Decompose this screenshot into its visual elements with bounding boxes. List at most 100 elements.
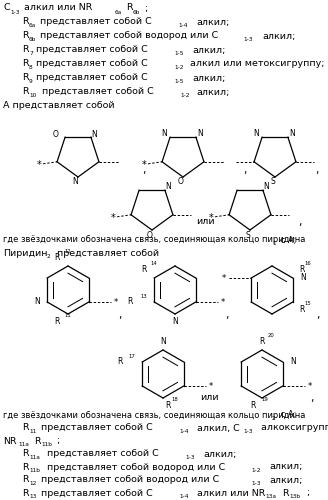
Text: алкил;: алкил; xyxy=(262,32,296,40)
Text: ,: , xyxy=(310,393,314,403)
Text: или: или xyxy=(200,394,219,402)
Text: R: R xyxy=(22,88,29,96)
Text: R: R xyxy=(22,476,29,484)
Text: 19: 19 xyxy=(261,397,268,402)
Text: 8: 8 xyxy=(29,65,33,70)
Text: NR: NR xyxy=(3,436,17,446)
Text: представляет собой водород или C: представляет собой водород или C xyxy=(41,476,219,484)
Text: R: R xyxy=(251,402,256,410)
Text: 1-4: 1-4 xyxy=(178,23,188,28)
Text: 1-2: 1-2 xyxy=(174,65,183,70)
Text: O: O xyxy=(52,130,58,138)
Text: R: R xyxy=(22,488,29,498)
Text: *: * xyxy=(114,298,118,306)
Text: представляет собой C: представляет собой C xyxy=(40,18,152,26)
Text: 20: 20 xyxy=(268,333,275,338)
Text: ,: , xyxy=(225,310,229,320)
Text: ,: , xyxy=(316,310,319,320)
Text: R: R xyxy=(55,318,60,326)
Text: N: N xyxy=(289,128,295,138)
Text: R: R xyxy=(22,32,29,40)
Text: 13: 13 xyxy=(29,494,36,499)
Text: N: N xyxy=(263,182,269,190)
Text: *: * xyxy=(222,274,226,282)
Text: представляет собой C: представляет собой C xyxy=(41,424,153,432)
Text: представляет собой C: представляет собой C xyxy=(41,488,153,498)
Text: алкил;: алкил; xyxy=(192,46,225,54)
Text: алкил или метоксигруппу;: алкил или метоксигруппу; xyxy=(190,60,324,68)
Text: 11b: 11b xyxy=(29,468,40,473)
Text: N: N xyxy=(34,298,40,306)
Text: *: * xyxy=(221,298,225,306)
Text: R: R xyxy=(282,488,289,498)
Text: *: * xyxy=(308,382,312,390)
Text: N: N xyxy=(165,182,171,190)
Text: N: N xyxy=(197,128,203,138)
Text: представляет собой C: представляет собой C xyxy=(36,74,148,82)
Text: N: N xyxy=(290,358,296,366)
Text: 1-2: 1-2 xyxy=(180,93,190,98)
Text: 1-3: 1-3 xyxy=(243,429,253,434)
Text: 10: 10 xyxy=(29,93,36,98)
Text: ;: ; xyxy=(144,4,147,13)
Text: алкил, C: алкил, C xyxy=(197,424,240,432)
Text: 1-3: 1-3 xyxy=(243,37,253,42)
Text: алкил;: алкил; xyxy=(269,476,302,484)
Text: 11b: 11b xyxy=(41,442,52,447)
Text: 14: 14 xyxy=(150,261,157,266)
Text: R: R xyxy=(22,18,29,26)
Text: 2: 2 xyxy=(272,416,276,421)
Text: 12: 12 xyxy=(29,481,36,486)
Text: R: R xyxy=(141,266,146,274)
Text: N: N xyxy=(300,274,306,282)
Text: R: R xyxy=(259,338,265,346)
Text: 1-5: 1-5 xyxy=(174,79,183,84)
Text: 6a: 6a xyxy=(29,23,36,28)
Text: R: R xyxy=(22,74,29,82)
Text: 11a: 11a xyxy=(18,442,29,447)
Text: ;: ; xyxy=(306,488,309,498)
Text: 16: 16 xyxy=(305,261,312,266)
Text: C: C xyxy=(3,4,10,13)
Text: *: * xyxy=(111,213,115,223)
Text: N: N xyxy=(91,130,97,138)
Text: алкил или NR: алкил или NR xyxy=(197,488,265,498)
Text: 11a: 11a xyxy=(29,455,40,460)
Text: 11: 11 xyxy=(64,313,71,318)
Text: *: * xyxy=(209,213,214,223)
Text: алкил;: алкил; xyxy=(196,88,229,96)
Text: алкил;: алкил; xyxy=(203,450,236,458)
Text: N: N xyxy=(161,128,167,138)
Text: 9: 9 xyxy=(29,79,33,84)
Text: R: R xyxy=(299,306,304,314)
Text: R: R xyxy=(22,424,29,432)
Text: *: * xyxy=(142,160,146,170)
Text: ,: , xyxy=(298,217,301,227)
Text: 1-2: 1-2 xyxy=(251,468,260,473)
Text: *: * xyxy=(37,160,41,170)
Text: R: R xyxy=(22,46,29,54)
Text: 2: 2 xyxy=(47,254,51,259)
Text: представляет собой водород или C: представляет собой водород или C xyxy=(47,462,225,471)
Text: 17: 17 xyxy=(128,354,135,359)
Text: представляет собой C: представляет собой C xyxy=(42,88,154,96)
Text: представляет собой C: представляет собой C xyxy=(47,450,159,458)
Text: R: R xyxy=(299,266,304,274)
Text: алкоксигруппу, гидроксиметил или: алкоксигруппу, гидроксиметил или xyxy=(261,424,328,432)
Text: представляет собой: представляет собой xyxy=(54,248,159,258)
Text: алкил;: алкил; xyxy=(269,462,302,471)
Text: с А;: с А; xyxy=(278,236,297,244)
Text: 1: 1 xyxy=(272,241,276,246)
Text: ,: , xyxy=(315,165,318,175)
Text: представляет собой C: представляет собой C xyxy=(36,60,148,68)
Text: R: R xyxy=(55,254,60,262)
Text: 13a: 13a xyxy=(265,494,276,499)
Text: R: R xyxy=(117,358,122,366)
Text: O: O xyxy=(178,178,184,186)
Text: N: N xyxy=(72,176,78,186)
Text: R: R xyxy=(22,60,29,68)
Text: Пиридин: Пиридин xyxy=(3,248,48,258)
Text: 6b: 6b xyxy=(29,37,36,42)
Text: 1-3: 1-3 xyxy=(10,10,19,15)
Text: 13: 13 xyxy=(140,294,147,299)
